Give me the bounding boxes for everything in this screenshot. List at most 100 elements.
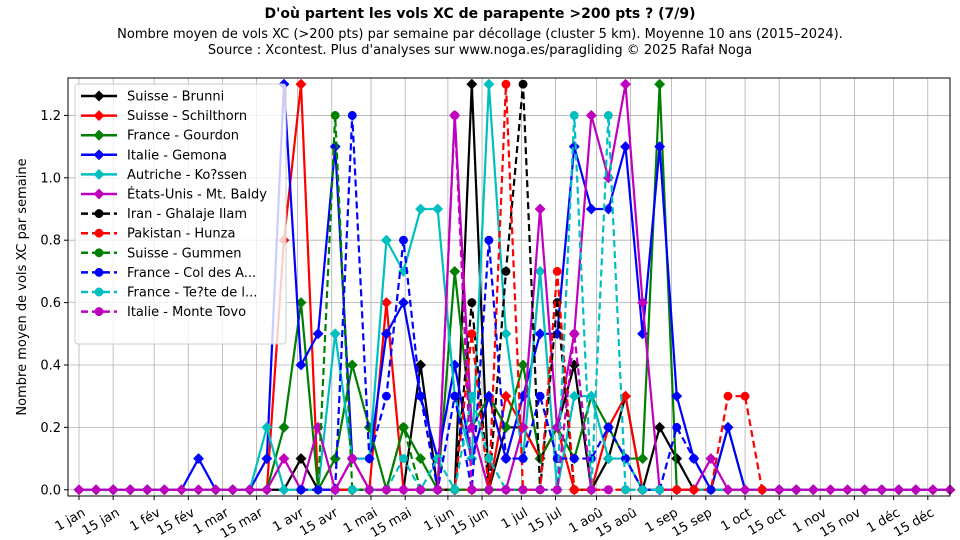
- y-tick-label: 0.0: [40, 483, 61, 498]
- data-point: [637, 297, 649, 309]
- data-point: [705, 453, 717, 465]
- data-point: [603, 110, 613, 120]
- data-point: [466, 78, 478, 90]
- legend-item: Autriche - Ko?ssen: [81, 168, 247, 183]
- data-point: [94, 228, 104, 238]
- legend-label: États-Unis - Mt. Baldy: [127, 187, 267, 203]
- data-point: [501, 79, 511, 89]
- data-point: [603, 485, 613, 495]
- data-point: [619, 141, 632, 153]
- data-point: [518, 79, 528, 89]
- data-point: [124, 484, 136, 496]
- legend-item: Pakistan - Hunza: [81, 227, 235, 242]
- data-point: [364, 485, 374, 495]
- data-point: [910, 484, 922, 496]
- data-point: [655, 485, 665, 495]
- data-point: [141, 484, 153, 496]
- data-point: [94, 307, 104, 317]
- data-point: [397, 297, 410, 309]
- legend-label: Italie - Gemona: [127, 148, 227, 163]
- data-point: [192, 484, 205, 496]
- data-point: [278, 453, 290, 465]
- data-point: [73, 484, 85, 496]
- data-point: [552, 485, 562, 495]
- x-tick-label: 1 jul: [499, 505, 531, 532]
- data-point: [552, 266, 562, 276]
- data-point: [569, 329, 579, 339]
- data-point: [364, 454, 374, 464]
- legend-label: Pakistan - Hunza: [127, 227, 235, 242]
- data-point: [585, 109, 597, 121]
- data-point: [569, 110, 579, 120]
- data-point: [757, 485, 767, 495]
- x-tick-label: 15 fév: [155, 505, 198, 539]
- data-point: [722, 421, 734, 433]
- data-point: [450, 485, 460, 495]
- data-point: [773, 484, 785, 496]
- y-tick-label: 1.2: [40, 109, 61, 124]
- data-point: [415, 203, 427, 215]
- data-point: [415, 453, 427, 465]
- data-point: [347, 110, 357, 120]
- data-point: [740, 391, 750, 401]
- data-point: [416, 485, 426, 495]
- data-point: [158, 484, 170, 496]
- data-point: [621, 454, 630, 464]
- data-point: [449, 265, 461, 277]
- legend-item: France - Col des A...: [81, 266, 256, 281]
- data-point: [380, 328, 392, 340]
- x-tick-label: 15 jun: [448, 505, 491, 538]
- data-point: [672, 485, 682, 495]
- data-point: [569, 485, 579, 495]
- data-point: [569, 454, 579, 464]
- data-point: [671, 390, 683, 402]
- data-point: [94, 287, 104, 297]
- data-point: [518, 485, 528, 495]
- data-point: [534, 328, 546, 340]
- data-point: [484, 235, 494, 245]
- data-point: [722, 484, 734, 496]
- data-point: [93, 129, 105, 141]
- data-point: [329, 328, 341, 340]
- data-point: [433, 485, 443, 495]
- legend-label: Suisse - Gummen: [127, 246, 241, 261]
- data-point: [927, 484, 939, 496]
- data-point: [602, 453, 614, 465]
- data-point: [723, 391, 733, 401]
- y-tick-label: 0.8: [40, 234, 61, 249]
- legend-label: Italie - Monte Tovo: [127, 305, 246, 320]
- data-point: [94, 248, 104, 258]
- data-point: [416, 391, 426, 401]
- data-point: [432, 203, 444, 215]
- x-tick-label: 15 sep: [670, 505, 715, 540]
- legend-label: Suisse - Brunni: [127, 90, 224, 105]
- data-point: [535, 391, 545, 401]
- data-point: [93, 110, 105, 122]
- data-point: [568, 390, 580, 402]
- y-axis-label: Nombre moyen de vols XC par semaine: [15, 158, 30, 415]
- data-point: [93, 168, 105, 180]
- data-point: [107, 484, 119, 496]
- legend-item: France - Gourdon: [81, 129, 239, 144]
- data-point: [175, 484, 188, 496]
- data-point: [278, 484, 290, 496]
- data-point: [603, 422, 613, 432]
- data-point: [534, 203, 546, 215]
- data-point: [346, 359, 358, 371]
- data-point: [689, 454, 699, 464]
- legend-item: Italie - Gemona: [81, 148, 227, 163]
- data-point: [501, 485, 511, 495]
- data-point: [210, 484, 222, 496]
- x-tick-label: 15 avr: [297, 505, 341, 539]
- data-point: [380, 234, 392, 246]
- data-point: [484, 454, 494, 464]
- data-point: [790, 484, 802, 496]
- legend-label: France - Col des A...: [127, 266, 256, 281]
- data-point: [261, 421, 273, 433]
- data-point: [859, 484, 871, 496]
- data-point: [467, 329, 477, 339]
- data-point: [501, 266, 511, 276]
- data-point: [500, 390, 512, 402]
- legend-label: Suisse - Schilthorn: [127, 109, 247, 124]
- chart-subtitle-line-1: Nombre moyen de vols XC (>200 pts) par s…: [117, 27, 843, 42]
